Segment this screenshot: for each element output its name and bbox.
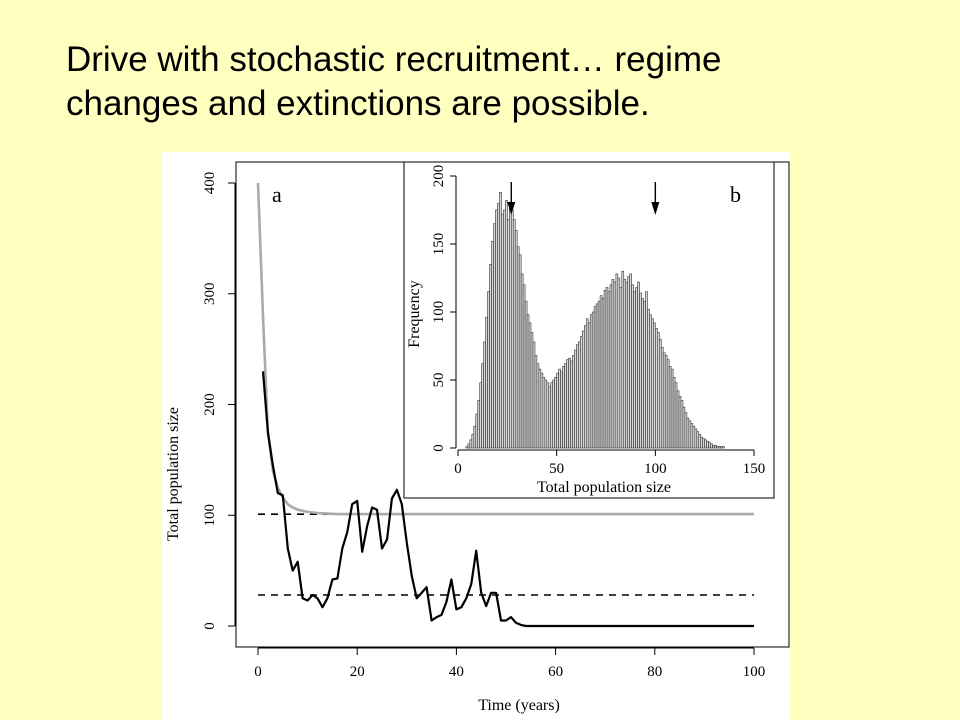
panel-b-label: b: [730, 182, 741, 207]
panel-b-bars: [465, 192, 725, 449]
panel-b-x-tick-label: 150: [743, 461, 766, 477]
panel-b-ylabel: Frequency: [406, 280, 423, 348]
panel-b-y-tick-label: 50: [431, 373, 447, 388]
panel-a-x-tick-label: 80: [647, 664, 662, 680]
panel-a-xlabel: Time (years): [478, 697, 560, 714]
panel-b-y-tick-label: 0: [431, 444, 447, 452]
slide-title-line-1: Drive with stochastic recruitment… regim…: [66, 40, 722, 79]
panel-a-y-tick-label: 200: [202, 393, 218, 416]
panel-a-y-tick-label: 100: [202, 504, 218, 527]
arrow-annotation-1: [651, 182, 660, 215]
histogram-bar: [722, 446, 725, 449]
panel-a-ylabel: Total population size: [165, 407, 182, 541]
panel-a-y-tick-label: 400: [202, 172, 218, 195]
panel-b-axes: 0 50 100 150 0 50 100 150 200: [431, 165, 765, 477]
panel-a-lines: [256, 182, 754, 628]
panel-a-y-tick-label: 300: [202, 283, 218, 306]
panel-a-axes: 0 20 40 60 80 100 0 100 200 300 400: [202, 172, 765, 680]
panel-b-xlabel: Total population size: [537, 479, 671, 496]
panel-a-y-tick-label: 0: [202, 622, 218, 630]
arrow-head: [651, 202, 660, 215]
panel-b-y-tick-label: 150: [431, 233, 447, 256]
panel-b-arrows: [507, 182, 660, 215]
panel-a-x-tick-label: 60: [548, 664, 563, 680]
arrow-annotation-0: [507, 182, 516, 215]
panel-b-y-tick-label: 200: [431, 165, 447, 188]
panel-a: 0 20 40 60 80 100 0 100 200 300 400 a Time (years)…: [165, 161, 790, 714]
panel-b-x-tick-label: 100: [644, 461, 667, 477]
panel-a-x-tick-label: 40: [449, 664, 464, 680]
slide-title: Drive with stochastic recruitment… regim…: [66, 38, 946, 126]
panel-b-x-tick-label: 0: [454, 461, 462, 477]
slide-title-line-2: changes and extinctions are possible.: [66, 84, 650, 123]
panel-a-x-tick-label: 20: [350, 664, 365, 680]
population-figure: 0 20 40 60 80 100 0 100 200 300 400 a Time (years)…: [165, 161, 790, 714]
panel-b-x-tick-label: 50: [549, 461, 564, 477]
series-line-stochastic: [261, 371, 754, 628]
panel-b-y-tick-label: 100: [431, 301, 447, 324]
panel-a-x-tick-label: 100: [743, 664, 766, 680]
panel-a-label: a: [272, 182, 282, 207]
figure: 0 20 40 60 80 100 0 100 200 300 400 a Time (years)…: [162, 152, 790, 720]
arrow-head: [507, 202, 516, 215]
panel-a-x-tick-label: 0: [254, 664, 262, 680]
panel-b: 0 50 100 150 0 50 100 150 200 b Total population…: [403, 161, 775, 499]
